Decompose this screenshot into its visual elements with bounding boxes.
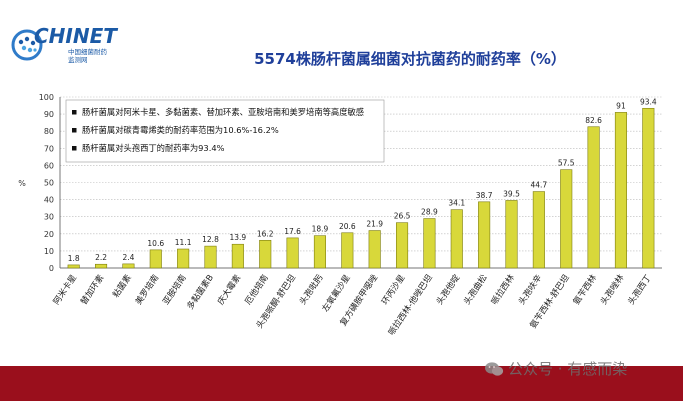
footer-band — [0, 366, 683, 401]
bar — [94, 263, 108, 269]
y-tick-label: 100 — [39, 93, 54, 102]
logo-sub-line1: 中国细菌耐药 — [68, 48, 107, 56]
y-tick-label: 10 — [44, 247, 54, 256]
bullet-icon — [72, 146, 77, 151]
x-tick-label: 环丙沙星 — [380, 273, 407, 307]
y-tick-label: 20 — [44, 230, 54, 239]
data-label: 82.6 — [585, 116, 602, 125]
data-label: 38.7 — [476, 191, 493, 200]
x-tick-label: 头孢曲松 — [461, 272, 489, 307]
data-label: 57.5 — [558, 159, 575, 168]
bar — [341, 232, 354, 269]
wechat-icon — [485, 362, 504, 376]
data-label: 1.8 — [68, 254, 80, 263]
bar — [587, 126, 600, 269]
y-tick-label: 40 — [44, 196, 54, 205]
logo-subtitle: 中国细菌耐药 监测网 — [68, 48, 107, 64]
chart-title: 5574株肠杆菌属细菌对抗菌药的耐药率（%） — [254, 50, 566, 68]
bar — [505, 200, 518, 269]
bar — [478, 201, 491, 269]
data-label: 93.4 — [640, 97, 657, 106]
x-tick-label: 头孢他啶 — [434, 272, 462, 307]
x-tick-label: 头孢唑林 — [598, 272, 626, 307]
x-tick-label: 头孢呋辛 — [516, 272, 544, 307]
x-tick-label: 美罗培南 — [133, 273, 161, 307]
bar — [423, 218, 436, 269]
data-label: 26.5 — [394, 212, 411, 221]
chinet-logo: CHINET 中国细菌耐药 监测网 — [10, 22, 122, 66]
data-label: 44.7 — [531, 181, 548, 190]
x-tick-label: 头孢吡肟 — [297, 272, 325, 307]
watermark-text: 公众号 · 有感而染 — [508, 360, 628, 378]
x-tick-label: 哌拉西林 — [489, 272, 517, 307]
bar — [560, 169, 573, 269]
data-label: 2.4 — [122, 253, 134, 262]
data-label: 2.2 — [95, 253, 107, 262]
y-tick-label: 90 — [44, 110, 54, 119]
logo-name: CHINET — [34, 24, 117, 48]
data-label: 12.8 — [202, 235, 219, 244]
data-label: 13.9 — [230, 233, 247, 242]
annotation-box — [65, 99, 385, 163]
bar — [395, 222, 409, 269]
bar-chart: 0 10 20 30 40 50 60 70 80 90 100% 1.8 阿米卡星 2.2 替加环素 2.4… — [18, 93, 662, 338]
data-label: 17.6 — [284, 227, 301, 236]
bar — [532, 191, 545, 269]
x-tick-label: 厄他培南 — [243, 273, 271, 307]
data-label: 20.6 — [339, 222, 356, 231]
y-tick-label: 0 — [49, 264, 54, 273]
x-tick-label: 氨苄西林 — [571, 272, 599, 307]
x-tick-label: 阿米卡星 — [51, 273, 79, 307]
data-label: 16.2 — [257, 229, 274, 238]
data-label: 28.9 — [421, 208, 438, 217]
y-tick-label: 50 — [44, 179, 54, 188]
bar — [614, 112, 628, 269]
annotation-text: 肠杆菌属对阿米卡星、多黏菌素、替加环素、亚胺培南和美罗培南等高度敏感 — [82, 107, 364, 117]
data-label: 18.9 — [312, 225, 329, 234]
y-tick-label: 70 — [44, 144, 54, 153]
annotation-text: 肠杆菌属对头孢西丁的耐药率为93.4% — [82, 143, 225, 153]
bar — [368, 230, 381, 269]
bullet-icon — [72, 128, 77, 133]
bar — [204, 245, 217, 269]
data-label: 10.6 — [147, 239, 164, 248]
logo-sub-line2: 监测网 — [68, 56, 88, 64]
bar — [122, 263, 135, 269]
bar — [259, 239, 272, 269]
bar — [642, 107, 655, 269]
x-tick-label: 替加环素 — [78, 272, 106, 307]
y-tick-label: 30 — [44, 213, 54, 222]
bar — [313, 235, 327, 269]
bar — [450, 209, 463, 269]
bar — [286, 237, 299, 269]
y-tick-label: 80 — [44, 127, 54, 136]
data-label: 11.1 — [175, 238, 192, 247]
x-tick-label: 庆大霉素 — [215, 272, 243, 307]
bar — [67, 264, 80, 269]
data-label: 21.9 — [366, 220, 383, 229]
data-label: 34.1 — [448, 199, 465, 208]
x-tick-label: 亚胺培南 — [160, 273, 188, 307]
bar — [231, 243, 244, 269]
bullet-icon — [72, 110, 77, 115]
data-label: 91 — [616, 101, 626, 110]
bar — [177, 248, 190, 269]
x-tick-label: 多黏菌素B — [185, 272, 216, 311]
data-label: 39.5 — [503, 189, 520, 198]
logo-globe-icon — [11, 29, 43, 61]
x-tick-label: 头孢西丁 — [626, 273, 654, 307]
x-tick-label: 粘菌素 — [111, 272, 135, 300]
watermark: 公众号 · 有感而染 — [484, 358, 627, 379]
annotation-text: 肠杆菌属对碳青霉烯类的耐药率范围为10.6%-16.2% — [82, 125, 279, 135]
bar — [149, 249, 162, 269]
y-tick-label: 60 — [44, 161, 54, 170]
y-axis-label: % — [18, 179, 26, 188]
